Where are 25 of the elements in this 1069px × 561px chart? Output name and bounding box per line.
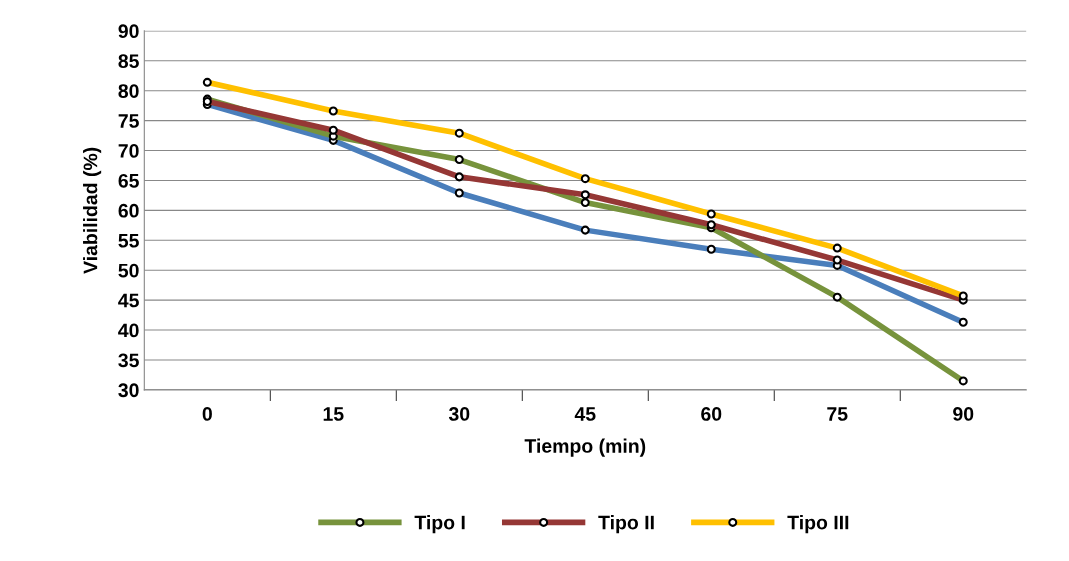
- x-tick-label: 0: [202, 407, 212, 421]
- x-tick-label: 60: [701, 407, 722, 421]
- y-tick-label: 90: [118, 24, 139, 39]
- legend-label: Tipo I: [414, 515, 465, 534]
- y-tick-label: 70: [118, 144, 139, 158]
- x-tick-label: 15: [323, 407, 344, 421]
- y-tick-label: 85: [118, 54, 139, 69]
- legend-label: Tipo II: [598, 515, 654, 534]
- y-tick-label: 30: [118, 383, 139, 398]
- y-tick-label: 45: [118, 293, 139, 308]
- y-tick-label: 35: [118, 353, 139, 368]
- y-tick-label: 55: [118, 233, 139, 248]
- y-tick-label: 75: [118, 114, 139, 128]
- legend-label: Tipo III: [787, 515, 849, 534]
- y-axis-title: Viabilidad (%): [83, 147, 102, 274]
- y-tick-label: 60: [118, 203, 139, 218]
- x-axis-title: Tiempo (min): [524, 438, 646, 457]
- y-tick-label: 50: [118, 263, 139, 278]
- x-tick-label: 75: [827, 407, 848, 421]
- y-tick-label: 65: [118, 173, 139, 188]
- x-tick-label: 90: [953, 407, 974, 421]
- y-tick-label: 40: [118, 323, 139, 338]
- x-tick-label: 45: [574, 407, 596, 421]
- y-tick-label: 80: [118, 84, 139, 98]
- x-tick-label: 30: [448, 407, 470, 421]
